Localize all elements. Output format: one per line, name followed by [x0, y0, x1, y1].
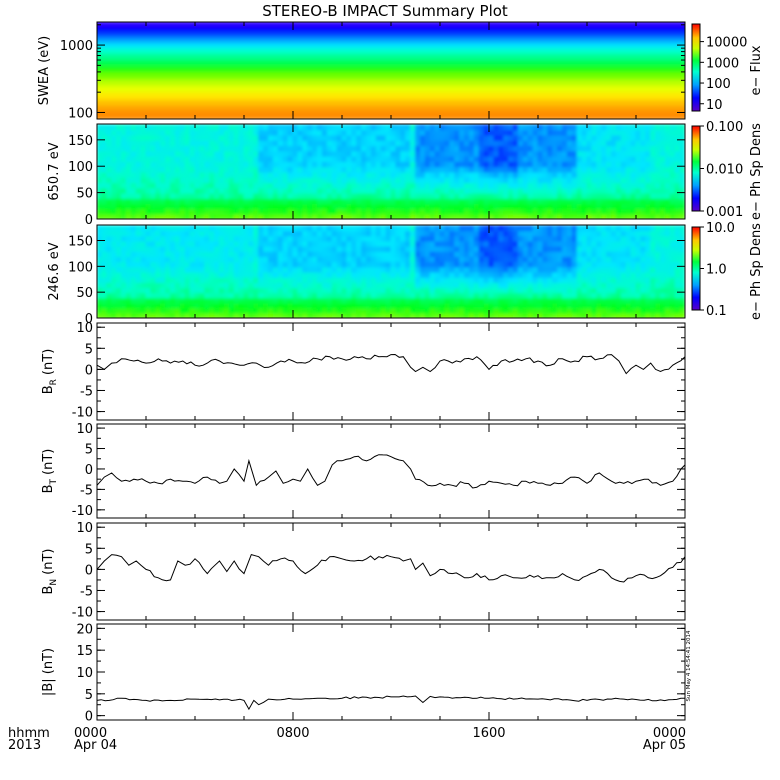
- pad650-colorbar-tick: 0.100: [706, 120, 743, 135]
- BN-ytick-label: 0: [85, 563, 93, 578]
- BR-ylabel: BR (nT): [41, 349, 59, 395]
- B-ylabel: |B| (nT): [41, 648, 56, 696]
- x-axis-row2-label: 2013: [8, 738, 41, 753]
- generation-stamp: Sun May 4 14:54:41 2014: [686, 630, 692, 702]
- pad246-ytick-label: 0: [85, 312, 93, 327]
- swea-ytick-label: 100: [68, 106, 93, 121]
- pad650-colorbar: [691, 125, 701, 212]
- swea-ytick-label: 1000: [60, 39, 93, 54]
- BR-panel-frame: [96, 322, 686, 421]
- BR-ylabel-subscript: R: [49, 379, 59, 385]
- BT-ytick-label: -5: [80, 483, 93, 498]
- x-tick-date: Apr 05: [643, 738, 686, 753]
- BT-ytick-label: 0: [85, 463, 93, 478]
- pad246-colorbar-label: e− Ph Sp Dens: [749, 223, 764, 320]
- pad650-colorbar-label: e− Ph Sp Dens: [749, 123, 764, 220]
- BN-ylabel-main: B: [41, 586, 56, 595]
- B-ytick-label: 10: [76, 666, 93, 681]
- pad650-ytick-label: 150: [68, 134, 93, 149]
- BN-ytick-label: -5: [80, 584, 93, 599]
- BN-ylabel: BN (nT): [41, 549, 59, 595]
- BT-ytick-label: -10: [72, 504, 93, 519]
- BT-ylabel-subscript: T: [49, 478, 59, 485]
- x-tick-date: Apr 04: [74, 738, 117, 753]
- BN-ytick-label: -10: [72, 606, 93, 621]
- BT-ylabel-unit: (nT): [41, 449, 56, 475]
- B-panel-frame: [96, 623, 686, 721]
- BT-ylabel-main: B: [41, 484, 56, 493]
- BR-ytick-label: -10: [72, 406, 93, 421]
- pad650-colorbar-tick: 0.010: [706, 163, 743, 178]
- pad246-colorbar-tick: 1.0: [706, 263, 727, 278]
- BR-ytick-label: -5: [80, 384, 93, 399]
- pad246-ytick-label: 100: [68, 260, 93, 275]
- x-tick-label: 1600: [472, 726, 505, 741]
- BR-ylabel-main: B: [41, 385, 56, 394]
- pad246-colorbar-tick: 10.0: [706, 221, 735, 236]
- BR-ytick-label: 0: [85, 363, 93, 378]
- BR-ytick-label: 5: [85, 342, 93, 357]
- x-tick-label: 0800: [276, 726, 309, 741]
- BR-ytick-label: 10: [76, 321, 93, 336]
- B-ytick-label: 20: [76, 622, 93, 637]
- BN-series-line: [96, 553, 686, 583]
- pad650-spectrogram: [97, 124, 685, 219]
- BN-ylabel-subscript: N: [49, 579, 59, 586]
- BT-ytick-label: 5: [85, 443, 93, 458]
- swea-colorbar-label: e− Flux: [749, 45, 764, 95]
- BR-ylabel-unit: (nT): [41, 349, 56, 375]
- BR-series-line: [96, 353, 686, 375]
- BT-ytick-label: 10: [76, 422, 93, 437]
- BN-ytick-label: 10: [76, 521, 93, 536]
- B-ytick-label: 15: [76, 644, 93, 659]
- pad246-colorbar: [691, 226, 701, 311]
- swea-colorbar-tick: 10: [706, 98, 723, 113]
- x-tick-label: 0000: [653, 726, 686, 741]
- pad650-ytick-label: 100: [68, 160, 93, 175]
- BT-ylabel: BT (nT): [41, 449, 59, 494]
- BN-ylabel-unit: (nT): [41, 549, 56, 575]
- swea-colorbar-tick: 10000: [706, 36, 747, 51]
- swea-spectrogram: [97, 22, 685, 119]
- pad246-colorbar-tick: 0.1: [706, 304, 727, 319]
- pad650-ytick-label: 50: [76, 187, 93, 202]
- swea-ylabel: SWEA (eV): [37, 36, 52, 105]
- BT-series-line: [96, 454, 686, 489]
- pad650-ytick-label: 0: [85, 213, 93, 228]
- swea-colorbar-tick: 1000: [706, 56, 739, 71]
- pad246-ylabel: 246.6 eV: [47, 242, 62, 300]
- chart-title: STEREO-B IMPACT Summary Plot: [262, 2, 508, 20]
- B-series-line: [96, 695, 686, 711]
- swea-colorbar: [691, 23, 701, 112]
- pad246-ytick-label: 50: [76, 286, 93, 301]
- pad650-ylabel: 650.7 eV: [47, 142, 62, 200]
- pad650-colorbar-tick: 0.001: [706, 205, 743, 220]
- x-axis-row1-label: hhmm: [8, 726, 50, 741]
- BN-ytick-label: 5: [85, 542, 93, 557]
- pad246-ytick-label: 150: [68, 235, 93, 250]
- B-ytick-label: 5: [85, 688, 93, 703]
- pad246-spectrogram: [97, 225, 685, 318]
- BT-panel-frame: [96, 423, 686, 519]
- x-tick-label: 0000: [74, 726, 107, 741]
- swea-colorbar-tick: 100: [706, 77, 731, 92]
- B-ytick-label: 0: [85, 710, 93, 725]
